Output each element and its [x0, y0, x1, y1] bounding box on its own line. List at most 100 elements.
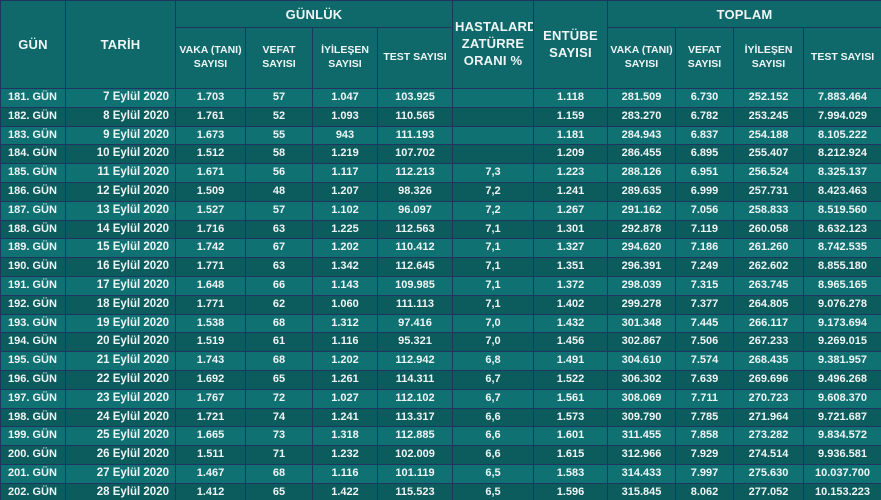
cell-toplam-vefat: 7.315: [675, 275, 734, 296]
col-header-tarih: TARİH: [65, 0, 176, 89]
cell-toplam-iyilesen: 254.188: [733, 125, 804, 146]
cell-toplam-vefat: 7.377: [675, 294, 734, 315]
cell-toplam-iyilesen: 256.524: [733, 163, 804, 183]
cell-gunluk-iyilesen: 1.027: [312, 388, 378, 409]
cell-toplam-test: 9.721.687: [802, 407, 881, 428]
cell-zaturre: 7,3: [452, 163, 534, 183]
cell-toplam-test: 10.037.700: [802, 463, 881, 484]
cell-toplam-vaka: 281.509: [607, 88, 676, 108]
table-row: 188. GÜN 14 Eylül 2020 1.716 63 1.225 11…: [0, 219, 881, 240]
cell-toplam-test: 9.076.278: [802, 294, 881, 315]
cell-entube: 1.522: [533, 369, 608, 390]
cell-entube: 1.372: [533, 275, 608, 296]
cell-gunluk-vaka: 1.692: [175, 369, 246, 390]
cell-gunluk-vefat: 68: [245, 313, 313, 334]
table-row: 187. GÜN 13 Eylül 2020 1.527 57 1.102 96…: [0, 200, 881, 221]
cell-gun: 190. GÜN: [0, 257, 66, 277]
cell-gun: 188. GÜN: [0, 219, 66, 240]
cell-gunluk-vefat: 61: [245, 332, 313, 353]
cell-toplam-test: 8.855.180: [802, 257, 881, 277]
cell-toplam-vaka: 289.635: [607, 181, 676, 202]
cell-gunluk-iyilesen: 1.261: [312, 369, 378, 390]
cell-toplam-test: 10.153.223: [802, 482, 881, 500]
cell-gunluk-test: 107.702: [377, 144, 453, 165]
cell-entube: 1.583: [533, 463, 608, 484]
table-row: 186. GÜN 12 Eylül 2020 1.509 48 1.207 98…: [0, 181, 881, 202]
table-row: 192. GÜN 18 Eylül 2020 1.771 62 1.060 11…: [0, 294, 881, 315]
cell-tarih: 13 Eylül 2020: [65, 200, 176, 221]
cell-toplam-test: 8.519.560: [802, 200, 881, 221]
cell-toplam-vaka: 315.845: [607, 482, 676, 500]
group-header-gunluk: GÜNLÜK: [175, 0, 453, 28]
cell-toplam-vaka: 301.348: [607, 313, 676, 334]
cell-zaturre: 6,6: [452, 407, 534, 428]
cell-toplam-vaka: 288.126: [607, 163, 676, 183]
cell-gun: 202. GÜN: [0, 482, 66, 500]
cell-gunluk-vaka: 1.665: [175, 426, 246, 447]
cell-tarih: 27 Eylül 2020: [65, 463, 176, 484]
cell-toplam-iyilesen: 257.731: [733, 181, 804, 202]
cell-toplam-test: 8.212.924: [802, 144, 881, 165]
table-row: 191. GÜN 17 Eylül 2020 1.648 66 1.143 10…: [0, 275, 881, 296]
col-header-toplam-iyilesen: İYİLEŞEN SAYISI: [733, 27, 804, 89]
cell-gunluk-test: 113.317: [377, 407, 453, 428]
cell-gunluk-vaka: 1.509: [175, 181, 246, 202]
cell-gunluk-vaka: 1.527: [175, 200, 246, 221]
cell-toplam-vaka: 299.278: [607, 294, 676, 315]
cell-gunluk-iyilesen: 1.143: [312, 275, 378, 296]
cell-tarih: 18 Eylül 2020: [65, 294, 176, 315]
cell-tarih: 16 Eylül 2020: [65, 257, 176, 277]
cell-gunluk-vefat: 72: [245, 388, 313, 409]
col-header-gunluk-vefat: VEFAT SAYISI: [245, 27, 313, 89]
cell-entube: 1.491: [533, 351, 608, 371]
table-row: 200. GÜN 26 Eylül 2020 1.511 71 1.232 10…: [0, 445, 881, 465]
cell-toplam-iyilesen: 264.805: [733, 294, 804, 315]
cell-toplam-iyilesen: 268.435: [733, 351, 804, 371]
col-header-entube: ENTÜBE SAYISI: [533, 0, 608, 89]
cell-toplam-vefat: 7.445: [675, 313, 734, 334]
cell-gunluk-iyilesen: 1.117: [312, 163, 378, 183]
cell-gunluk-test: 97.416: [377, 313, 453, 334]
cell-gunluk-vefat: 68: [245, 463, 313, 484]
table-row: 181. GÜN 7 Eylül 2020 1.703 57 1.047 103…: [0, 88, 881, 108]
cell-gunluk-iyilesen: 1.225: [312, 219, 378, 240]
col-header-gunluk-test: TEST SAYISI: [377, 27, 453, 89]
cell-toplam-vefat: 6.999: [675, 181, 734, 202]
cell-gunluk-test: 112.563: [377, 219, 453, 240]
cell-toplam-vaka: 292.878: [607, 219, 676, 240]
cell-toplam-vefat: 7.574: [675, 351, 734, 371]
cell-gunluk-vaka: 1.721: [175, 407, 246, 428]
cell-gunluk-iyilesen: 943: [312, 125, 378, 146]
col-header-gun: GÜN: [0, 0, 66, 89]
cell-gunluk-vefat: 55: [245, 125, 313, 146]
cell-toplam-test: 8.105.222: [802, 125, 881, 146]
cell-gun: 183. GÜN: [0, 125, 66, 146]
cell-zaturre: [452, 144, 534, 165]
cell-toplam-vaka: 304.610: [607, 351, 676, 371]
table-row: 182. GÜN 8 Eylül 2020 1.761 52 1.093 110…: [0, 106, 881, 127]
cell-toplam-vaka: 283.270: [607, 106, 676, 127]
cell-zaturre: [452, 106, 534, 127]
cell-gunluk-vaka: 1.511: [175, 445, 246, 465]
cell-gunluk-vaka: 1.771: [175, 294, 246, 315]
cell-toplam-vefat: 7.249: [675, 257, 734, 277]
cell-zaturre: 6,5: [452, 482, 534, 500]
cell-gunluk-vefat: 57: [245, 200, 313, 221]
cell-toplam-iyilesen: 263.745: [733, 275, 804, 296]
cell-toplam-vaka: 291.162: [607, 200, 676, 221]
cell-toplam-test: 9.173.694: [802, 313, 881, 334]
cell-gunluk-vaka: 1.761: [175, 106, 246, 127]
cell-toplam-test: 9.269.015: [802, 332, 881, 353]
cell-gunluk-test: 112.885: [377, 426, 453, 447]
cell-toplam-vefat: 6.730: [675, 88, 734, 108]
cell-entube: 1.432: [533, 313, 608, 334]
cell-toplam-vaka: 308.069: [607, 388, 676, 409]
cell-gunluk-test: 109.985: [377, 275, 453, 296]
cell-entube: 1.402: [533, 294, 608, 315]
cell-gun: 181. GÜN: [0, 88, 66, 108]
table-row: 202. GÜN 28 Eylül 2020 1.412 65 1.422 11…: [0, 482, 881, 500]
cell-zaturre: 7,0: [452, 332, 534, 353]
cell-toplam-vaka: 298.039: [607, 275, 676, 296]
cell-toplam-vefat: 7.639: [675, 369, 734, 390]
col-header-gunluk-iyilesen: İYİLEŞEN SAYISI: [312, 27, 378, 89]
